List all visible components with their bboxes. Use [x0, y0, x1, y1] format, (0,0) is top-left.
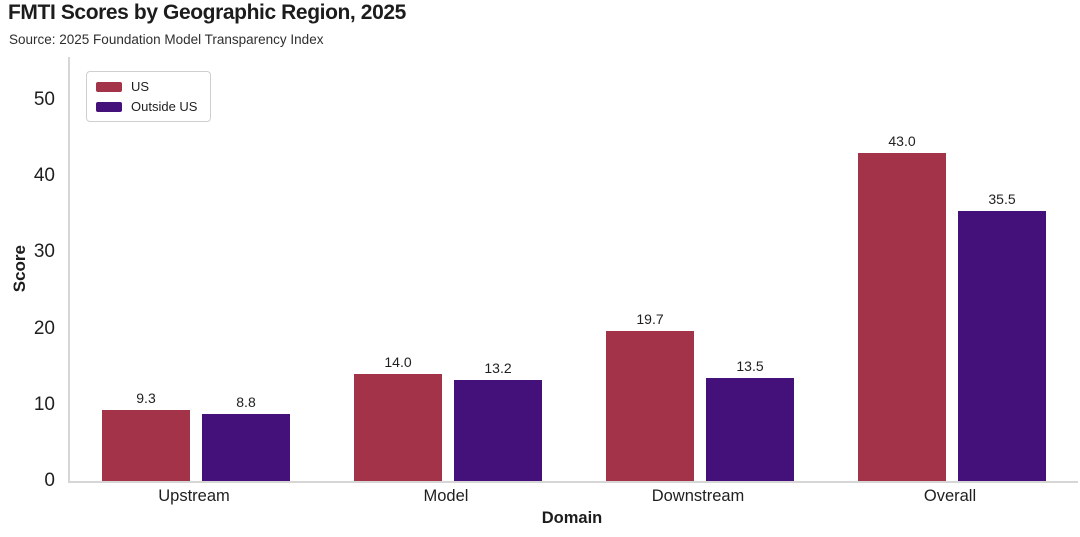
bar-value-label: 19.7 — [636, 310, 664, 327]
y-tick-label: 20 — [33, 317, 55, 339]
bar-value-label: 8.8 — [236, 393, 256, 410]
bar-group: 9.3 8.8 — [70, 390, 322, 481]
bar: 19.7 — [606, 311, 694, 481]
chart-source-note: Source: 2025 Foundation Model Transparen… — [9, 32, 324, 47]
x-tick-label: Overall — [923, 487, 977, 505]
y-tick-label: 40 — [33, 165, 55, 187]
y-tick-label: 0 — [44, 470, 55, 491]
bar-value-label: 13.5 — [736, 358, 764, 375]
bar-value-label: 13.2 — [484, 360, 512, 377]
bar: 35.5 — [958, 191, 1046, 481]
bar: 43.0 — [858, 133, 946, 481]
bar-value-label: 9.3 — [136, 390, 156, 407]
x-axis-label: Domain — [541, 509, 603, 527]
bar: 9.3 — [102, 390, 190, 481]
legend-label: Outside US — [131, 99, 198, 114]
y-tick-label: 50 — [33, 89, 55, 110]
legend-swatch-icon — [96, 101, 122, 112]
legend-swatch-icon — [96, 81, 122, 92]
chart-title: FMTI Scores by Geographic Region, 2025 — [8, 1, 406, 24]
legend: US Outside US — [86, 71, 212, 122]
plot-area: 9.3 8.8 14.0 13.2 19.7 13.5 43.0 35.5 — [68, 57, 1078, 483]
x-tick-label: Downstream — [651, 487, 745, 505]
bar-value-label: 35.5 — [988, 190, 1016, 207]
y-tick-label: 30 — [33, 241, 55, 263]
bar: 13.5 — [706, 358, 794, 481]
legend-item: Outside US — [96, 99, 197, 114]
bar-group: 14.0 13.2 — [322, 354, 574, 481]
bar-group: 43.0 35.5 — [826, 133, 1078, 481]
bar: 13.2 — [454, 360, 542, 481]
bar: 8.8 — [202, 394, 290, 481]
x-axis-category-labels: Upstream Model Downstream Overall — [68, 487, 1076, 506]
bar-value-label: 43.0 — [888, 133, 916, 150]
legend-label: US — [131, 79, 150, 94]
x-tick-label: Upstream — [158, 487, 230, 505]
bar-group: 19.7 13.5 — [574, 311, 826, 481]
legend-item: US — [96, 79, 197, 94]
y-axis-tick-labels: 0 10 20 30 40 50 — [0, 57, 58, 491]
x-tick-label: Model — [423, 487, 469, 505]
y-tick-label: 10 — [33, 393, 55, 415]
bar-value-label: 14.0 — [384, 354, 412, 371]
bar: 14.0 — [354, 354, 442, 481]
